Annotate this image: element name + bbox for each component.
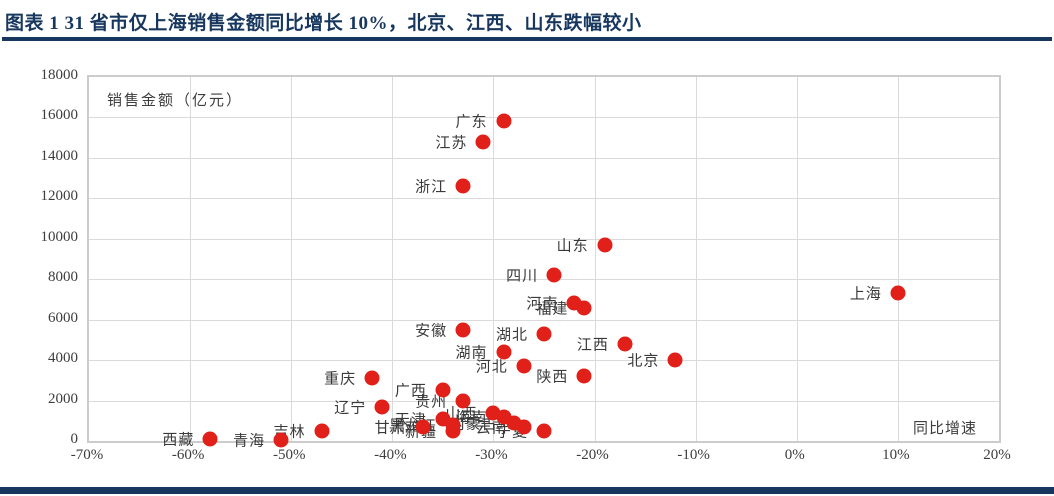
horizontal-gridline [89, 157, 999, 159]
data-point [455, 322, 471, 338]
point-label: 云南 [475, 420, 508, 437]
data-point [455, 393, 471, 409]
y-axis-tick-label: 6000 [48, 309, 78, 326]
point-label: 山东 [556, 238, 589, 255]
point-label: 广西 [394, 383, 427, 400]
y-axis-tick-label: 0 [70, 431, 79, 447]
point-label: 浙江 [415, 179, 448, 196]
vertical-gridline [291, 77, 293, 441]
point-label: 安徽 [415, 323, 448, 340]
x-axis-tick-label: -40% [374, 447, 407, 463]
point-label: 辽宁 [334, 400, 367, 417]
data-point [597, 237, 613, 253]
x-axis-tick-label: -60% [171, 447, 205, 463]
point-label: 北京 [627, 353, 660, 370]
vertical-gridline [392, 77, 394, 441]
point-label: 内蒙古 [449, 416, 498, 433]
x-axis-tick-label: 0% [784, 447, 805, 463]
point-label: 陕西 [536, 369, 569, 386]
data-point [516, 419, 532, 435]
point-label: 海南 [455, 410, 488, 427]
x-axis-tick-label: -50% [272, 447, 306, 463]
data-point [516, 358, 532, 374]
title-underline [2, 37, 1052, 41]
y-axis-tick-label: 12000 [40, 188, 79, 205]
vertical-gridline [796, 77, 798, 441]
data-point [617, 336, 633, 352]
point-label: 四川 [506, 268, 539, 285]
x-axis-tick-label: 10% [882, 447, 910, 463]
data-point [536, 326, 552, 342]
point-label: 河北 [475, 359, 508, 376]
data-point [314, 423, 330, 439]
chart-title: 图表 1 31 省市仅上海销售金额同比增长 10%，北京、江西、山东跌幅较小 [5, 13, 642, 34]
y-axis-tick-label: 4000 [48, 350, 78, 367]
point-label: 湖北 [495, 327, 528, 344]
data-point [667, 352, 683, 368]
y-axis-tick-label: 2000 [48, 390, 78, 407]
point-label: 重庆 [324, 371, 357, 388]
point-label: 贵州 [415, 394, 448, 411]
x-axis-tick-label: 20% [983, 447, 1011, 463]
point-label: 河南 [526, 296, 559, 313]
point-label: 江苏 [435, 135, 468, 152]
x-axis-tick-label: -70% [70, 447, 104, 463]
point-label: 上海 [849, 286, 882, 303]
horizontal-gridline [89, 360, 999, 362]
point-label: 江西 [576, 337, 609, 354]
data-point [374, 399, 390, 415]
vertical-gridline [190, 77, 192, 441]
horizontal-gridline [89, 279, 999, 281]
y-axis-tick-label: 8000 [48, 269, 78, 286]
vertical-gridline [594, 77, 596, 441]
horizontal-gridline [89, 400, 999, 402]
x-axis-tick-label: -10% [677, 447, 710, 463]
point-label: 广东 [455, 114, 488, 131]
x-axis-title: 同比增速 [912, 421, 977, 437]
y-axis-title: 销售金额（亿元） [107, 93, 244, 109]
scatter-plot-area: 销售金额（亿元） 同比增速 西藏青海吉林重庆辽宁甘肃广西天津黑龙江新疆浙江安徽贵… [87, 75, 1001, 449]
data-point [415, 419, 431, 435]
data-point [455, 178, 471, 194]
data-point [364, 370, 380, 386]
point-label: 福建 [536, 301, 569, 318]
horizontal-gridline [89, 319, 999, 321]
y-axis-tick-label: 18000 [40, 67, 79, 83]
data-point [546, 267, 562, 283]
data-point [496, 344, 512, 360]
data-point [890, 285, 906, 301]
x-axis-tick-label: -20% [576, 447, 609, 463]
data-point [273, 432, 289, 448]
footer-divider-bar [0, 487, 1054, 494]
data-point [435, 382, 451, 398]
data-point [536, 423, 552, 439]
vertical-gridline [695, 77, 697, 441]
data-point [202, 431, 218, 447]
point-label: 湖南 [455, 345, 488, 362]
vertical-gridline [493, 77, 495, 441]
horizontal-gridline [89, 198, 999, 200]
point-label: 青海 [233, 433, 266, 450]
point-label: 甘肃 [374, 420, 407, 437]
horizontal-gridline [89, 117, 999, 119]
data-point [496, 113, 512, 129]
y-axis-tick-label: 16000 [40, 107, 79, 124]
data-point [475, 134, 491, 150]
x-axis-tick-label: -30% [475, 447, 508, 463]
vertical-gridline [897, 77, 899, 441]
data-point [576, 368, 592, 384]
point-label: 西藏 [162, 432, 195, 449]
y-axis-tick-label: 10000 [40, 228, 79, 245]
data-point [445, 423, 461, 439]
y-axis-tick-label: 14000 [40, 147, 79, 164]
horizontal-gridline [89, 238, 999, 240]
data-point [576, 300, 592, 316]
